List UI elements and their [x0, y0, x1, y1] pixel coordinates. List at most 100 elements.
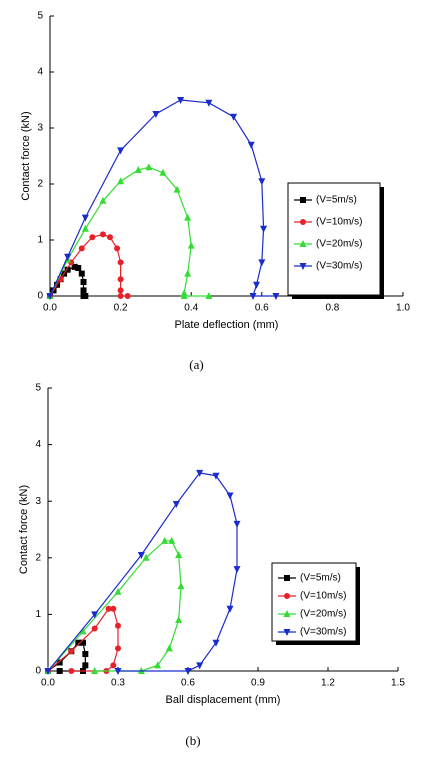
marker	[196, 469, 204, 477]
y-tick-label: 2	[35, 552, 41, 563]
x-tick-label: 1.0	[396, 303, 410, 314]
marker	[91, 625, 98, 632]
marker	[117, 276, 124, 283]
marker	[107, 234, 114, 241]
marker	[180, 292, 188, 299]
marker	[184, 213, 192, 221]
marker	[82, 651, 89, 658]
marker	[196, 662, 204, 670]
caption: (a)	[189, 357, 203, 372]
marker	[137, 551, 145, 559]
marker	[233, 566, 241, 574]
marker	[91, 667, 99, 674]
marker	[142, 553, 150, 561]
marker	[258, 178, 266, 186]
marker	[159, 168, 167, 176]
marker	[114, 668, 122, 675]
marker	[175, 550, 183, 558]
marker	[78, 245, 85, 252]
series-line	[47, 608, 119, 672]
y-tick-label: 3	[37, 123, 43, 134]
x-tick-label: 0.6	[181, 678, 195, 689]
marker	[75, 639, 82, 646]
x-tick-label: 0.9	[251, 678, 265, 689]
legend-marker	[299, 263, 307, 270]
series-line	[47, 472, 238, 672]
marker	[233, 520, 241, 528]
y-tick-label: 4	[37, 67, 43, 78]
marker	[226, 605, 234, 613]
marker	[75, 265, 82, 271]
x-tick-label: 1.5	[391, 678, 405, 689]
marker	[114, 245, 121, 252]
marker	[80, 639, 86, 646]
y-axis-label: Contact force (kN)	[18, 485, 30, 574]
legend-label: (V=30m/s)	[316, 261, 362, 272]
marker	[230, 113, 238, 121]
y-tick-label: 1	[37, 235, 43, 246]
legend-marker	[299, 240, 307, 247]
marker	[56, 659, 63, 666]
marker	[89, 234, 96, 241]
marker	[114, 587, 122, 595]
marker	[145, 163, 153, 171]
marker	[81, 214, 89, 222]
marker	[115, 645, 121, 652]
y-tick-label: 4	[35, 439, 41, 450]
y-tick-label: 0	[37, 291, 43, 302]
marker	[184, 668, 192, 675]
y-tick-label: 0	[35, 666, 41, 677]
marker	[134, 166, 142, 173]
marker	[154, 661, 162, 669]
marker	[78, 270, 85, 277]
marker	[115, 622, 121, 629]
marker	[161, 536, 169, 544]
marker	[175, 616, 183, 624]
marker	[44, 668, 52, 675]
x-tick-label: 0.0	[41, 678, 55, 689]
marker	[80, 287, 87, 294]
marker	[110, 662, 117, 669]
marker	[105, 605, 112, 612]
marker	[226, 492, 234, 500]
marker	[253, 281, 261, 289]
x-tick-label: 0.4	[184, 303, 198, 314]
marker	[187, 241, 195, 249]
marker	[79, 627, 87, 635]
y-tick-label: 3	[35, 496, 41, 507]
marker	[205, 99, 213, 107]
x-tick-label: 1.2	[321, 678, 335, 689]
x-tick-label: 0.2	[114, 303, 128, 314]
marker	[260, 225, 268, 233]
legend-marker	[284, 593, 290, 599]
marker	[258, 259, 266, 267]
legend-marker	[300, 197, 306, 203]
marker	[212, 639, 220, 647]
y-tick-label: 2	[37, 179, 43, 190]
marker	[117, 287, 124, 294]
marker	[212, 472, 220, 480]
marker	[272, 293, 280, 300]
series-line	[47, 540, 182, 672]
series-line	[49, 99, 276, 297]
legend-marker	[300, 219, 306, 225]
marker	[117, 259, 124, 266]
series-line	[49, 166, 209, 297]
y-tick-label: 5	[35, 383, 41, 394]
y-tick-label: 5	[37, 11, 43, 22]
marker	[56, 668, 63, 674]
marker	[247, 141, 255, 149]
marker	[68, 648, 75, 655]
marker	[173, 185, 181, 193]
x-tick-label: 0.6	[255, 303, 269, 314]
marker	[46, 293, 54, 300]
x-tick-label: 0.8	[325, 303, 339, 314]
marker	[64, 266, 71, 273]
marker	[82, 662, 89, 669]
legend-label: (V=10m/s)	[316, 217, 362, 228]
marker	[184, 269, 192, 277]
marker	[124, 293, 131, 299]
marker	[168, 536, 176, 544]
marker	[80, 279, 87, 285]
